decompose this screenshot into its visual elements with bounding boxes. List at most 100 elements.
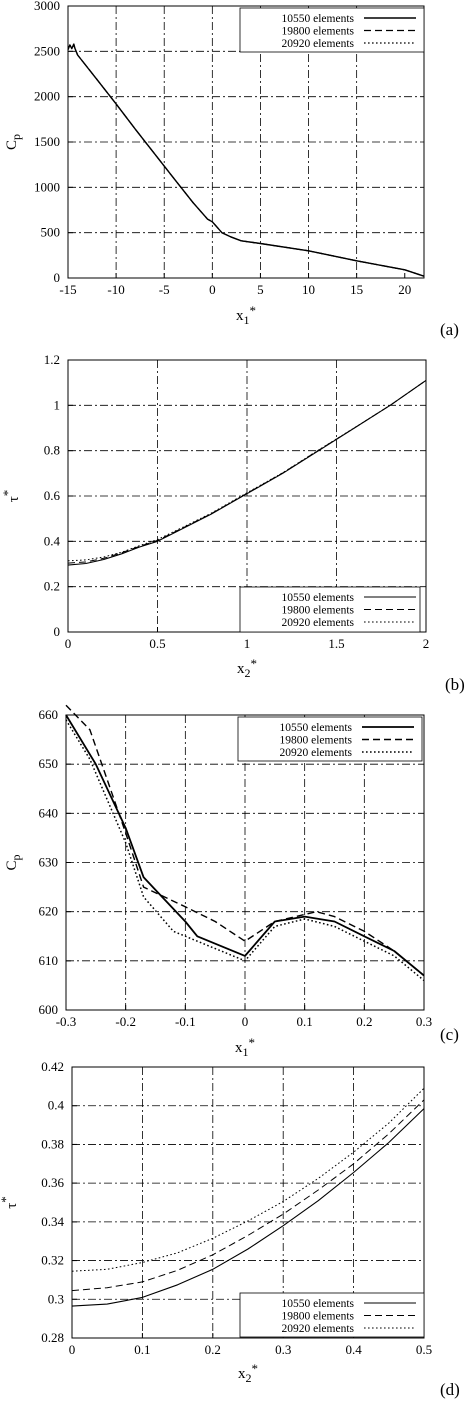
y-tick-label: 0.38 [41,1136,64,1151]
y-tick-label: 0.4 [48,1098,65,1113]
y-tick-label: 500 [41,225,61,240]
y-tick-label: 1000 [34,179,60,194]
x-tick-label: 1 [244,636,251,651]
y-axis-label: Cp [4,854,23,870]
panel-tag-b: (b) [445,675,465,694]
y-tick-label: 1500 [34,134,60,149]
y-axis-label: Cp [4,134,23,150]
x-axis-label: x2* [238,1361,258,1385]
x-tick-label: 15 [350,282,363,297]
y-tick-label: 3000 [34,0,60,13]
legend-label-2: 19800 elements [282,1311,355,1323]
legend-label-1: 10550 elements [282,13,355,25]
x-tick-label: 0.5 [416,1342,432,1357]
x-tick-label: -0.1 [175,1014,196,1029]
x-tick-label: 2 [423,636,430,651]
x-tick-label: 0.2 [205,1342,221,1357]
legend-box [237,716,423,762]
y-axis-label-group: τ* [0,490,22,503]
y-tick-label: 1 [54,397,61,412]
chart-panel-a: -15 -10 -5 0 5 10 15 20 0 500 1000 1500 2000 2500 3000… [0,0,474,345]
y-axis-label: τ* [0,490,22,503]
x-tick-label: 0 [242,1014,249,1029]
y-tick-label: 0 [54,624,61,639]
y-axis-label-group: Cp [4,854,23,870]
x-tick-label: 10 [302,282,315,297]
y-tick-label: 0.4 [44,533,61,548]
y-axis-label-group: τ* [0,1196,20,1209]
x-tick-label: 0.5 [149,636,165,651]
y-tick-label: 630 [39,855,59,870]
chart-panel-c: -0.3 -0.2 -0.1 0 0.1 0.2 0.3 600 610 620 630 640 650… [0,695,474,1059]
y-tick-label: 0.36 [41,1175,64,1190]
x-tick-label: 0.3 [416,1014,432,1029]
y-tick-label: 0.32 [41,1253,64,1268]
x-tick-label: -5 [159,282,170,297]
y-axis-label-group: Cp [4,134,23,150]
chart-svg-b: 0 0.5 1 1.5 2 0 0.2 0.4 0.6 0.8 1 1.2 x2* τ* 10550 ele… [0,352,430,680]
x-tick-label: -0.3 [56,1014,77,1029]
legend-label-3: 20920 elements [282,1323,355,1335]
legend-label-2: 19800 elements [280,735,353,747]
x-tick-label: 0.3 [275,1342,291,1357]
legend-label-3: 20920 elements [282,617,355,629]
x-tick-label: 0 [65,636,72,651]
y-tick-label: 0.28 [41,1330,64,1345]
x-tick-label: 0.1 [134,1342,150,1357]
y-tick-label: 640 [39,805,59,820]
y-tick-label: 0.34 [41,1214,64,1229]
y-tick-label: 0.42 [41,1059,64,1074]
chart-panel-b: 0 0.5 1 1.5 2 0 0.2 0.4 0.6 0.8 1 1.2 x2* τ* 10550 ele… [0,345,474,695]
y-tick-label: 660 [39,707,59,722]
legend-label-1: 10550 elements [282,1298,355,1310]
y-tick-label: 1.2 [44,352,60,367]
y-tick-label: 2500 [34,43,60,58]
series-line-3 [71,1087,425,1272]
y-tick-label: 600 [39,1002,59,1017]
legend-label-1: 10550 elements [280,722,353,734]
x-tick-label: -0.2 [115,1014,136,1029]
x-tick-label: -10 [107,282,124,297]
series-line-2 [71,1099,425,1292]
y-tick-label: 0.3 [48,1291,64,1306]
plot-frame [71,1066,425,1339]
x-tick-label: 0.1 [297,1014,313,1029]
series-line-2 [67,379,427,564]
chart-svg-d: 0 0.1 0.2 0.3 0.4 0.5 0.28 0.3 0.32 0.34 0.36 0.38 0… [0,1059,432,1385]
series-line-1 [65,714,425,977]
y-tick-label: 0.8 [44,443,60,458]
legend-label-2: 19800 elements [282,26,355,38]
x-axis-label: x1* [236,303,256,327]
x-tick-label: 20 [398,282,411,297]
legend-label-3: 20920 elements [280,747,353,759]
series-line-3 [67,379,427,562]
x-tick-label: 0 [69,1342,76,1357]
legend-box [239,1292,425,1338]
y-tick-label: 650 [39,756,59,771]
x-axis-label: x1* [235,1035,255,1059]
series-line-1 [71,1108,425,1307]
y-tick-label: 2000 [34,89,60,104]
y-tick-label: 0.6 [44,488,61,503]
chart-svg-c: -0.3 -0.2 -0.1 0 0.1 0.2 0.3 600 610 620 630 640 650… [4,704,432,1059]
y-axis-label: τ* [0,1196,20,1209]
series-line-3 [67,43,425,277]
panel-tag-c: (c) [440,1025,459,1044]
chart-svg-a: -15 -10 -5 0 5 10 15 20 0 500 1000 1500 2000 2500 3000… [4,0,425,327]
legend-label-1: 10550 elements [282,592,355,604]
y-tick-label: 610 [39,953,59,968]
chart-panel-d: 0 0.1 0.2 0.3 0.4 0.5 0.28 0.3 0.32 0.34 0.36 0.38 0… [0,1050,474,1405]
y-tick-label: 0.2 [44,579,60,594]
y-tick-label: 0 [54,270,61,285]
x-tick-label: 0.2 [356,1014,372,1029]
x-tick-label: 0 [209,282,216,297]
series-line-3 [65,719,425,982]
legend-label-2: 19800 elements [282,605,355,617]
x-tick-label: 5 [257,282,264,297]
x-tick-label: 0.4 [345,1342,362,1357]
x-tick-label: 1.5 [328,636,344,651]
y-tick-label: 620 [39,904,59,919]
panel-tag-d: (d) [440,1380,460,1399]
panel-tag-a: (a) [440,320,459,339]
series-line-2 [65,704,425,977]
